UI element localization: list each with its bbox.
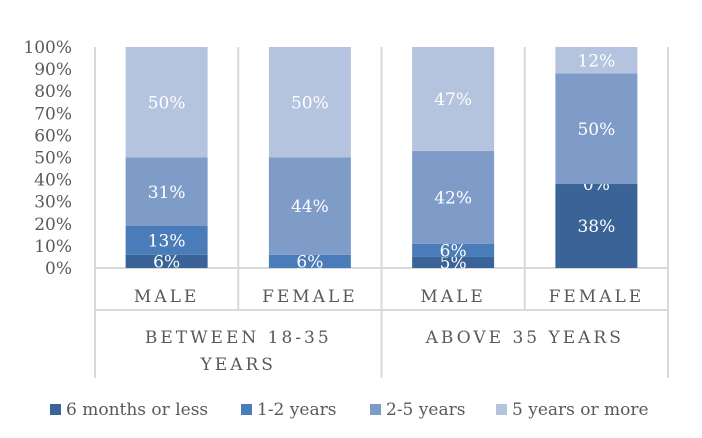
- bar-segment: [125, 226, 208, 255]
- bar-segment: [412, 150, 495, 244]
- data-label: 13%: [148, 231, 186, 251]
- bar-segment: [268, 157, 351, 255]
- legend-swatch: [496, 404, 507, 415]
- x-category-label: MALE: [134, 287, 199, 307]
- data-label: 31%: [148, 183, 186, 203]
- data-label: 5%: [440, 253, 467, 273]
- bar-segment: [412, 47, 495, 151]
- data-label: 50%: [148, 93, 186, 113]
- y-tick-label: 100%: [23, 38, 72, 58]
- data-label: 42%: [434, 188, 472, 208]
- data-label: 50%: [291, 93, 329, 113]
- y-tick-label: 20%: [34, 215, 72, 235]
- bar-segment: [268, 47, 351, 158]
- data-label: 6%: [296, 252, 323, 272]
- y-tick-label: 60%: [34, 126, 72, 146]
- y-tick-label: 30%: [34, 193, 72, 213]
- legend-swatch: [241, 404, 252, 415]
- x-group-label: YEARS: [200, 355, 276, 375]
- bar-segment: [412, 243, 495, 257]
- data-label: 12%: [577, 51, 615, 71]
- x-group-label: ABOVE 35 YEARS: [425, 328, 624, 348]
- x-category-label: FEMALE: [262, 287, 358, 307]
- data-label: 6%: [153, 252, 180, 272]
- legend-swatch: [370, 404, 381, 415]
- bar-segment: [555, 73, 638, 185]
- data-label: 47%: [434, 90, 472, 110]
- bar-segment: [125, 254, 208, 268]
- y-tick-label: 0%: [45, 259, 72, 279]
- bar-segment: [125, 47, 208, 158]
- bar-segment: [555, 184, 638, 268]
- x-category-label: FEMALE: [549, 287, 645, 307]
- data-label: 44%: [291, 197, 329, 217]
- bar-segment: [412, 256, 495, 268]
- bar-segment: [268, 254, 351, 268]
- y-tick-label: 80%: [34, 82, 72, 102]
- y-tick-label: 70%: [34, 104, 72, 124]
- legend-label: 2-5 years: [386, 400, 465, 420]
- y-tick-label: 90%: [34, 60, 72, 80]
- x-category-label: MALE: [420, 287, 485, 307]
- data-label: 38%: [577, 217, 615, 237]
- x-group-label: BETWEEN 18-35: [145, 328, 332, 348]
- legend-label: 5 years or more: [512, 400, 649, 420]
- legend-label: 6 months or less: [66, 400, 208, 420]
- y-tick-label: 10%: [34, 237, 72, 257]
- y-tick-label: 40%: [34, 171, 72, 191]
- legend-label: 1-2 years: [257, 400, 336, 420]
- bar-segment: [125, 157, 208, 227]
- data-label: 50%: [577, 120, 615, 140]
- bar-segment: [555, 47, 638, 74]
- data-label: 6%: [440, 241, 467, 261]
- y-tick-label: 50%: [34, 149, 72, 169]
- legend-swatch: [50, 404, 61, 415]
